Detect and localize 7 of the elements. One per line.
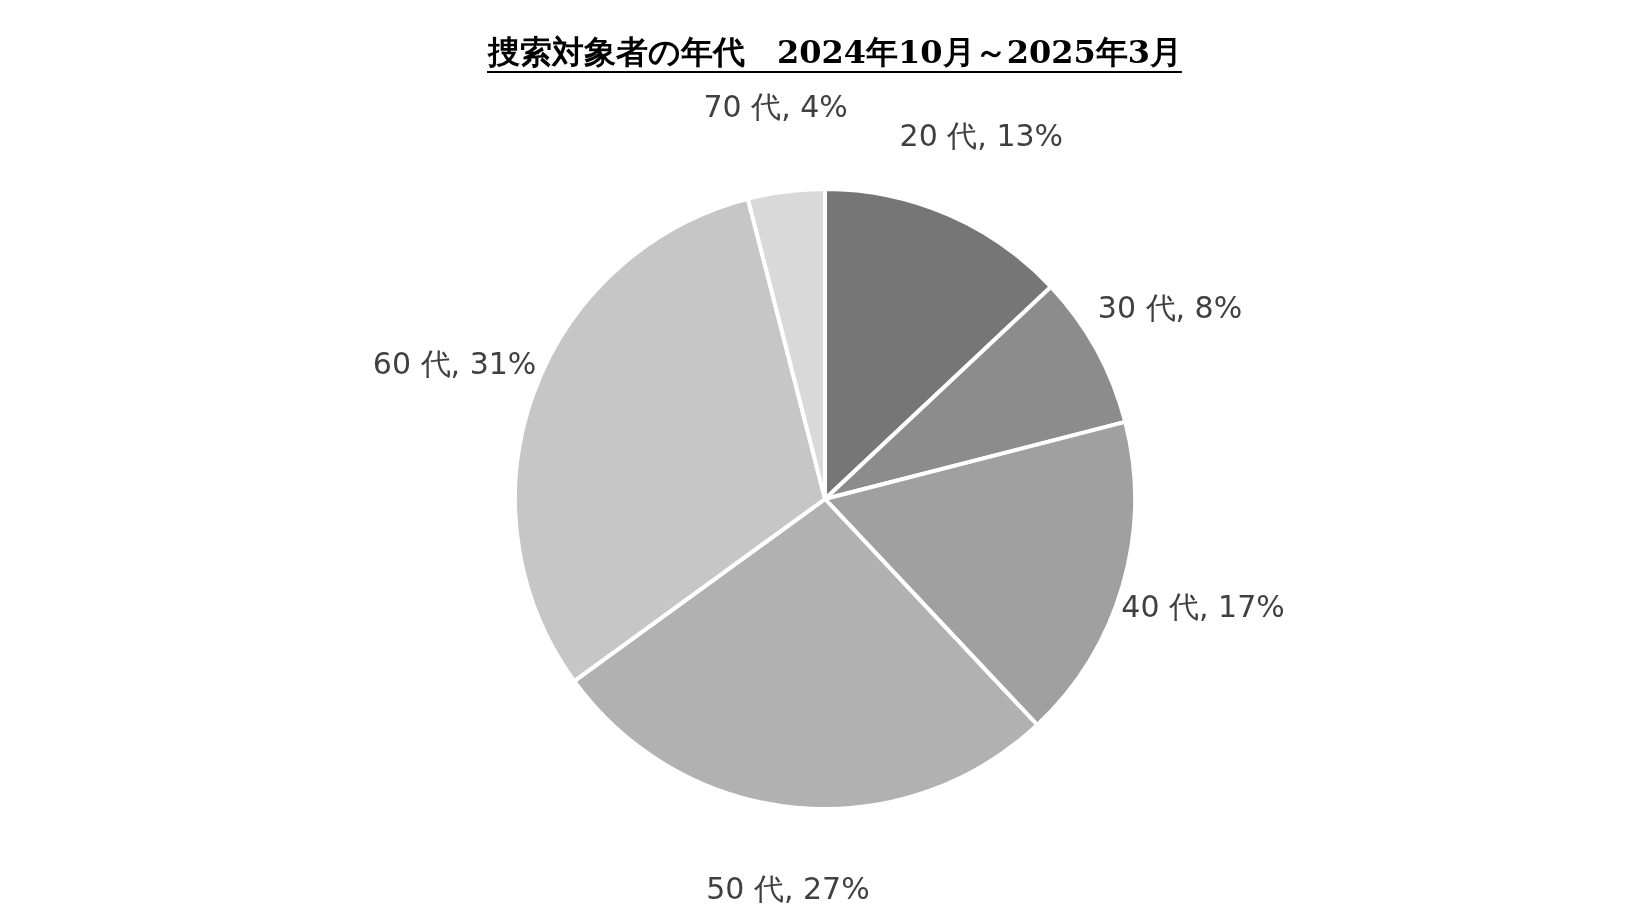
chart-title: 捜索対象者の年代 2024年10月～2025年3月 [487, 33, 1182, 71]
slice-label: 60 代, 31% [372, 346, 537, 382]
slice-label: 70 代, 4% [703, 88, 848, 124]
slice-label: 50 代, 27% [706, 871, 870, 907]
slice-label: 30 代, 8% [1097, 289, 1243, 325]
slice-label: 40 代, 17% [1121, 589, 1285, 625]
slice-label: 20 代, 13% [899, 118, 1064, 154]
